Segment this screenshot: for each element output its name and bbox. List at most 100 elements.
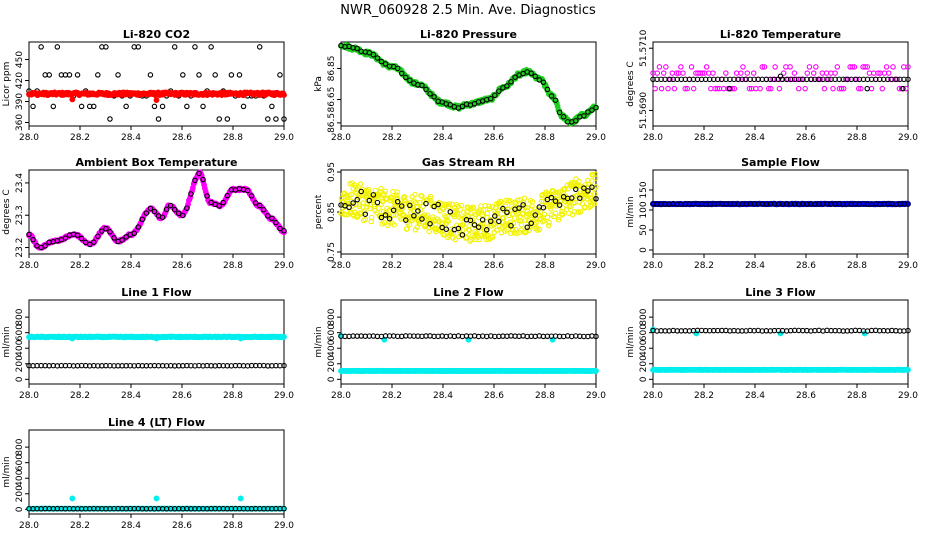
data-point	[905, 76, 911, 83]
data-point	[883, 64, 890, 70]
data-point	[54, 44, 61, 50]
x-tick-label: 28.4	[433, 391, 453, 401]
data-point	[188, 191, 194, 197]
series-green	[338, 41, 599, 127]
y-axis-label: ml/min	[2, 326, 12, 357]
data-point	[196, 72, 202, 78]
data-point	[529, 199, 536, 205]
chart-title: Li-820 CO2	[123, 28, 190, 41]
data-point	[346, 204, 352, 211]
chart-title: Sample Flow	[741, 156, 820, 169]
y-tick-label: 0.75	[327, 242, 337, 262]
data-point	[851, 64, 858, 70]
data-point	[552, 210, 559, 216]
data-point	[374, 55, 381, 61]
chart-title: Gas Stream RH	[422, 156, 515, 169]
data-point	[690, 85, 697, 92]
data-point	[520, 210, 526, 217]
data-point	[838, 85, 845, 92]
data-point	[476, 236, 483, 243]
data-point	[50, 103, 57, 110]
data-point	[273, 116, 279, 122]
data-point	[858, 85, 864, 92]
data-point	[890, 64, 896, 70]
data-point	[556, 214, 562, 221]
y-axis-label: degrees C	[2, 189, 12, 234]
data-point	[682, 85, 688, 92]
data-point	[885, 70, 892, 76]
x-tick-label: 29.0	[898, 261, 918, 271]
data-point	[123, 103, 129, 110]
series-black	[26, 170, 287, 251]
y-tick-label: 360	[15, 114, 25, 131]
x-tick-label: 28.4	[745, 133, 765, 143]
data-point	[155, 116, 162, 122]
data-point	[74, 72, 81, 78]
data-point	[30, 103, 36, 110]
data-point	[412, 191, 418, 198]
data-point	[119, 237, 125, 243]
data-point	[365, 186, 372, 193]
x-tick-label: 28.8	[535, 261, 555, 271]
data-point	[376, 205, 382, 211]
data-point	[91, 239, 97, 245]
data-point	[729, 85, 736, 92]
chart-line2: Line 2 Flow ml/min 28.0 28.2 28.4 28.6 28.8 29.…	[314, 286, 606, 401]
data-point	[787, 64, 793, 70]
x-tick-label: 29.0	[586, 261, 606, 271]
data-point	[575, 209, 582, 216]
data-point	[176, 210, 182, 217]
x-tick-label: 28.8	[847, 133, 867, 143]
data-point	[565, 186, 571, 192]
data-point	[849, 64, 856, 70]
data-point	[507, 197, 513, 204]
data-point	[368, 214, 375, 221]
data-point	[678, 64, 684, 70]
data-point	[354, 196, 360, 203]
y-tick-label: 390	[15, 93, 25, 110]
x-tick-label: 28.6	[172, 261, 192, 271]
data-point	[281, 334, 287, 340]
data-point	[354, 45, 360, 52]
data-point	[69, 96, 76, 103]
data-point	[428, 197, 434, 204]
data-point	[184, 205, 190, 211]
data-point	[256, 44, 263, 50]
data-point	[244, 187, 251, 194]
data-point	[810, 70, 817, 76]
series-cyan	[338, 332, 599, 374]
data-point	[171, 206, 178, 213]
data-point	[151, 103, 158, 110]
data-point	[699, 70, 706, 76]
data-point	[216, 203, 222, 209]
y-tick-label: 800	[15, 438, 25, 455]
x-tick-label: 28.6	[172, 133, 192, 143]
x-tick-label: 28.8	[847, 261, 867, 271]
data-point	[362, 216, 369, 223]
x-tick-label: 29.0	[586, 133, 606, 143]
data-point	[431, 94, 437, 100]
y-axis-label: Licor ppm	[2, 62, 12, 107]
x-tick-label: 28.8	[535, 133, 555, 143]
page-title: NWR_060928 2.5 Min. Ave. Diagnostics	[340, 3, 596, 18]
data-point	[504, 227, 510, 233]
data-point	[813, 64, 819, 70]
y-tick-label: 23.3	[15, 205, 25, 225]
data-point	[468, 211, 474, 217]
x-tick-label: 28.2	[70, 391, 90, 401]
data-point	[30, 236, 36, 243]
data-point	[444, 213, 451, 220]
data-point	[26, 231, 32, 238]
y-tick-label: 0.85	[327, 202, 337, 222]
x-tick-label: 28.6	[796, 133, 816, 143]
data-point	[370, 51, 377, 58]
data-point	[111, 235, 117, 241]
panel-grid: Li-820 CO2 Licor ppm 28.0 28.2 28.4 28.6 28.8 2…	[2, 28, 918, 531]
data-point	[281, 116, 287, 122]
data-point	[562, 185, 568, 192]
data-point	[399, 205, 406, 212]
data-point	[357, 181, 364, 187]
y-tick-label: 0	[15, 506, 25, 512]
data-point	[407, 77, 413, 84]
